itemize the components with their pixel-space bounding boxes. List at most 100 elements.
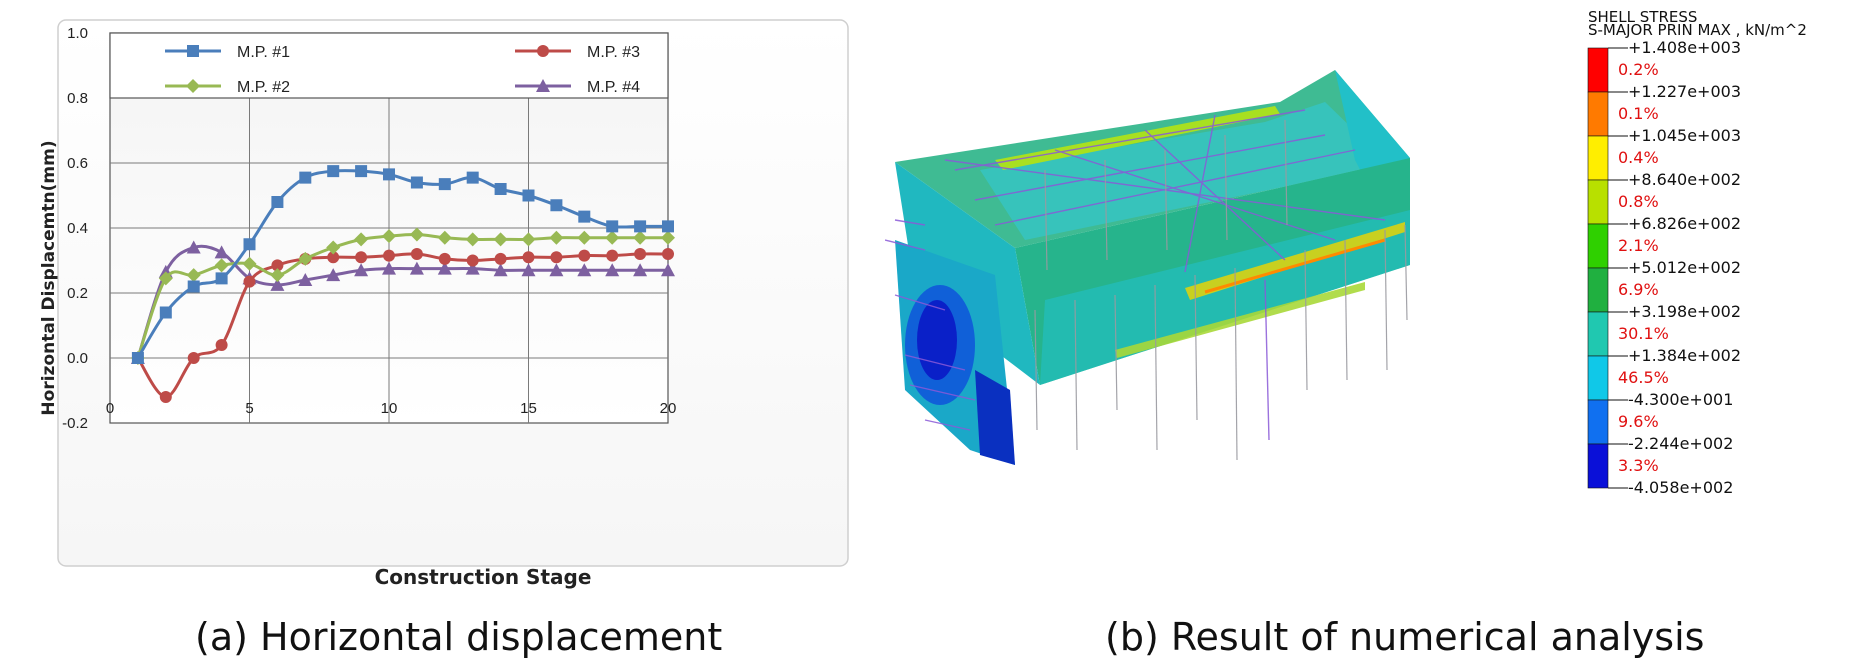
data-point-mp4 bbox=[298, 273, 313, 286]
legend-level-value: -2.244e+002 bbox=[1628, 434, 1734, 453]
displacement-chart: M.P. #1 M.P. #3 M.P. #2 M.P. #4 0 5 10 15 20 -0.… bbox=[40, 18, 860, 598]
data-point-mp4 bbox=[549, 263, 564, 277]
data-point-mp1 bbox=[131, 352, 144, 364]
colorbar-band bbox=[1587, 443, 1609, 489]
data-point-mp4 bbox=[214, 245, 229, 259]
legend-level-value: +5.012e+002 bbox=[1628, 258, 1741, 277]
data-point-mp1 bbox=[159, 306, 172, 319]
colorbar-band bbox=[1587, 223, 1609, 269]
data-point-mp1 bbox=[494, 183, 507, 195]
data-point-mp3 bbox=[522, 251, 535, 264]
data-point-mp1 bbox=[550, 199, 563, 212]
colorbar-band bbox=[1587, 91, 1609, 137]
displacement-chart-svg: M.P. #1 M.P. #3 M.P. #2 M.P. #4 0 5 10 15 20 -0.… bbox=[40, 19, 849, 589]
colorbar-band bbox=[1587, 399, 1609, 445]
colorbar-band bbox=[1587, 179, 1609, 225]
legend-level-value: +8.640e+002 bbox=[1628, 170, 1741, 189]
legend-label-mp4: M.P. #4 bbox=[587, 79, 640, 96]
data-point-mp3 bbox=[215, 339, 228, 351]
data-point-mp3 bbox=[662, 248, 674, 260]
legend-percent: 0.8% bbox=[1618, 192, 1659, 211]
data-point-mp4 bbox=[465, 261, 480, 275]
data-point-mp1 bbox=[522, 189, 535, 202]
data-point-mp2 bbox=[465, 232, 480, 247]
legend-level-value: +1.384e+002 bbox=[1628, 346, 1741, 365]
data-point-mp3 bbox=[327, 251, 340, 264]
data-point-mp2 bbox=[186, 268, 201, 283]
data-point-mp2 bbox=[409, 227, 424, 242]
data-point-mp3 bbox=[438, 252, 451, 265]
data-point-mp1 bbox=[355, 165, 368, 178]
data-point-mp3 bbox=[243, 275, 256, 288]
fem-model-svg bbox=[884, 70, 1410, 465]
data-point-mp1 bbox=[606, 220, 619, 233]
y-axis-label: Horizontal Displacemtn(mm) bbox=[40, 140, 59, 415]
data-point-mp2 bbox=[242, 256, 257, 271]
data-point-mp4 bbox=[186, 240, 201, 254]
colorbar-band bbox=[1587, 135, 1609, 181]
data-point-mp2 bbox=[577, 230, 592, 245]
legend-label-mp1: M.P. #1 bbox=[237, 44, 290, 61]
model-inner-opening bbox=[980, 102, 1390, 240]
legend-marker-mp4 bbox=[536, 79, 550, 92]
fem-model-image bbox=[884, 10, 1565, 570]
stress-contour-legend: SHELL STRESS S-MAJOR PRIN MAX , kN/m^2 +… bbox=[1580, 10, 1860, 600]
data-point-mp1 bbox=[187, 280, 200, 293]
data-point-mp1 bbox=[578, 210, 591, 223]
data-point-mp4 bbox=[354, 263, 369, 277]
data-point-mp4 bbox=[633, 263, 648, 277]
colorbar-band bbox=[1587, 47, 1609, 93]
data-point-mp1 bbox=[383, 168, 395, 181]
data-point-mp2 bbox=[270, 268, 285, 283]
data-point-mp3 bbox=[494, 252, 507, 265]
data-point-mp4 bbox=[326, 268, 341, 282]
legend-colorbar bbox=[1587, 47, 1628, 489]
data-point-mp2 bbox=[493, 232, 508, 247]
legend-marker-mp2 bbox=[186, 79, 200, 93]
data-point-mp2 bbox=[326, 240, 341, 255]
data-point-mp3 bbox=[466, 254, 479, 267]
data-point-mp1 bbox=[243, 238, 256, 251]
y-tick-label: 0.0 bbox=[67, 350, 88, 367]
legend-percent: 2.1% bbox=[1618, 236, 1659, 255]
data-point-mp3 bbox=[550, 251, 563, 264]
x-axis-label: Construction Stage bbox=[375, 565, 592, 589]
y-tick-label: -0.2 bbox=[62, 415, 88, 432]
data-point-mp1 bbox=[271, 196, 284, 208]
data-point-mp1 bbox=[215, 272, 228, 285]
data-point-mp4 bbox=[577, 263, 592, 277]
model-shaft-core bbox=[917, 300, 957, 380]
legend-level-value: -4.058e+002 bbox=[1628, 478, 1734, 497]
legend-percent: 0.2% bbox=[1618, 60, 1659, 79]
data-point-mp3 bbox=[271, 259, 284, 272]
legend-marker-mp3 bbox=[537, 45, 549, 57]
legend-marker-mp1 bbox=[187, 45, 199, 57]
colorbar-band bbox=[1587, 267, 1609, 313]
data-point-mp2 bbox=[382, 229, 396, 244]
legend-level-value: +1.227e+003 bbox=[1628, 82, 1741, 101]
legend-subtitle: S-MAJOR PRIN MAX , kN/m^2 bbox=[1588, 21, 1807, 39]
y-tick-label: 1.0 bbox=[67, 25, 88, 42]
x-tick-label: 0 bbox=[106, 400, 114, 417]
y-tick-label: 0.8 bbox=[67, 90, 88, 107]
data-point-mp4 bbox=[521, 263, 536, 277]
y-tick-label: 0.6 bbox=[67, 155, 88, 172]
data-point-mp4 bbox=[661, 263, 675, 277]
y-tick-label: 0.4 bbox=[67, 220, 88, 237]
data-point-mp2 bbox=[605, 230, 620, 245]
data-point-mp3 bbox=[410, 248, 423, 260]
pile-lines bbox=[1034, 119, 1408, 461]
data-point-mp1 bbox=[634, 220, 647, 233]
data-point-mp4 bbox=[493, 263, 508, 277]
y-tick-label: 0.2 bbox=[67, 285, 88, 302]
colorbar-band bbox=[1587, 355, 1609, 401]
legend-level-value: -4.300e+001 bbox=[1628, 390, 1734, 409]
data-point-mp4 bbox=[270, 277, 285, 291]
data-point-mp2 bbox=[437, 230, 452, 245]
legend-level-value: +3.198e+002 bbox=[1628, 302, 1741, 321]
data-point-mp4 bbox=[437, 261, 452, 275]
legend-percent: 3.3% bbox=[1618, 456, 1659, 475]
legend-label-mp3: M.P. #3 bbox=[587, 44, 640, 61]
legend-percent: 0.4% bbox=[1618, 148, 1659, 167]
data-point-mp3 bbox=[159, 391, 172, 403]
